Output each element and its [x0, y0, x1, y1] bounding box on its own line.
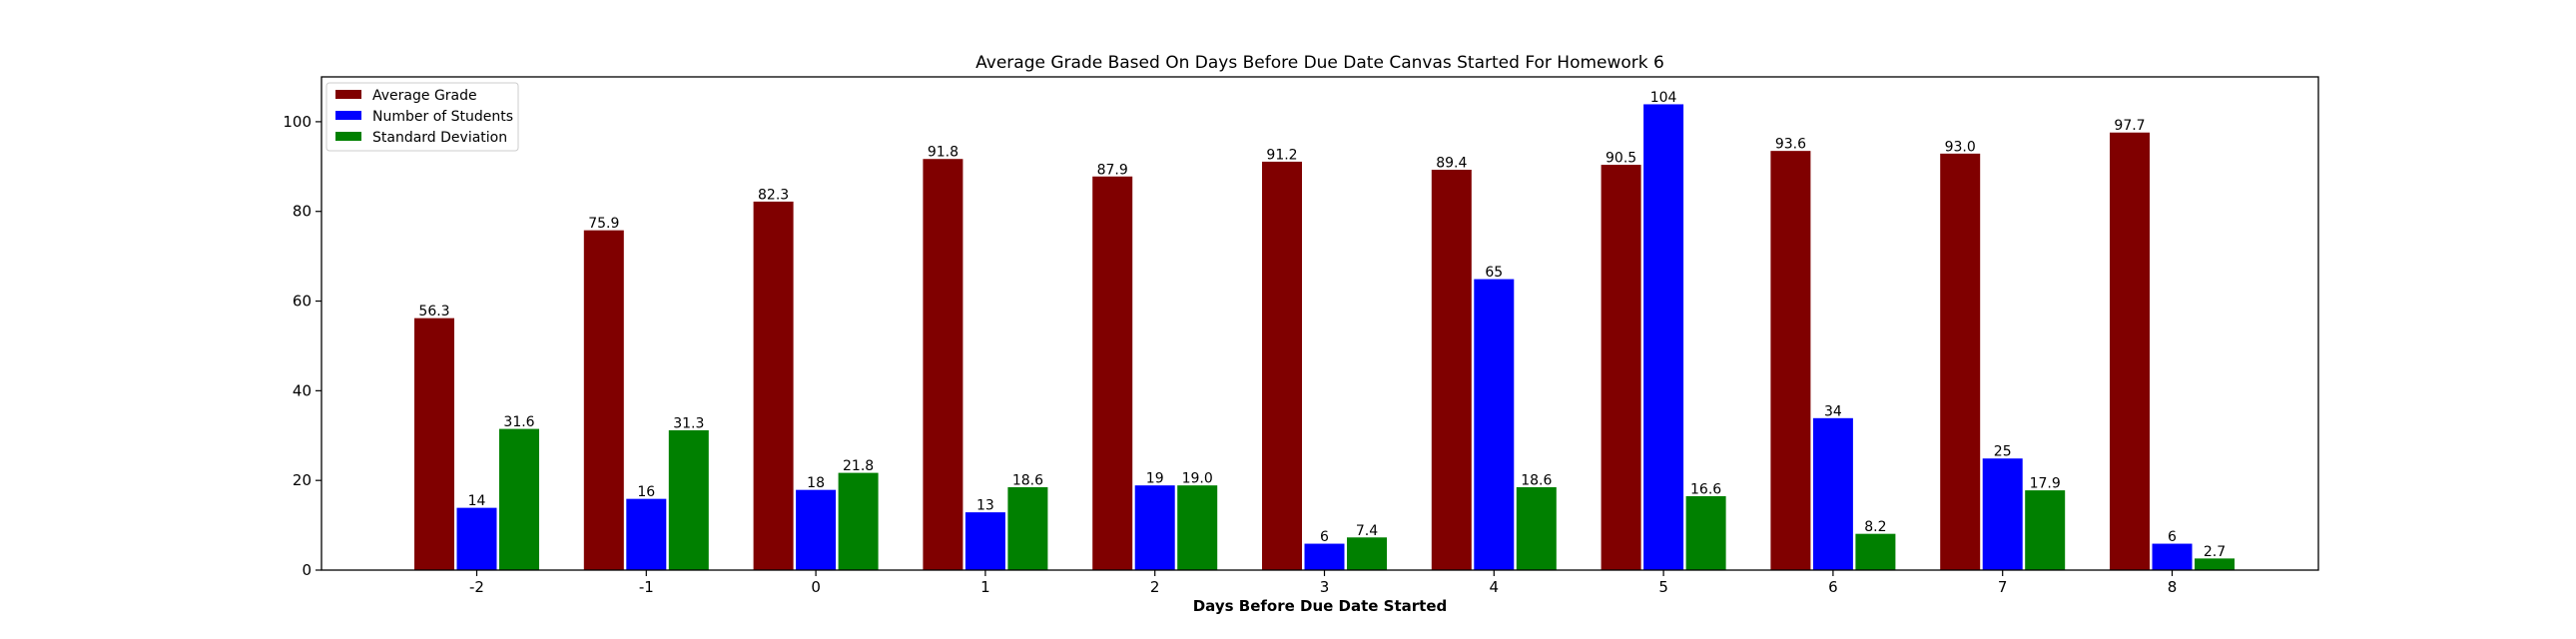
bar-label-number-of-students-6: 34	[1824, 403, 1842, 419]
y-tick-label-80: 80	[293, 203, 312, 221]
x-axis-label: Days Before Due Date Started	[1193, 597, 1448, 615]
bar-standard-deviation-1	[1006, 485, 1049, 571]
bar-label-standard-deviation-0: 21.8	[843, 458, 874, 474]
bar-number-of-students-7	[1981, 457, 2024, 571]
bar-number-of-students-5	[1642, 103, 1685, 571]
y-tick-label-0: 0	[302, 561, 312, 579]
bar-label-standard-deviation-7: 17.9	[2030, 476, 2061, 492]
x-tick-label-7: 7	[1998, 578, 2008, 596]
bar-label-average-grade-3: 91.2	[1266, 147, 1297, 163]
y-tick-label-40: 40	[293, 381, 312, 399]
bar-label-average-grade-7: 93.0	[1945, 139, 1976, 155]
x-tick-label--2: -2	[469, 578, 484, 596]
bar-label-standard-deviation-6: 8.2	[1864, 519, 1886, 535]
plot-frame	[321, 76, 2319, 571]
bar-label-average-grade-4: 89.4	[1436, 156, 1467, 172]
bar-label-average-grade--2: 56.3	[418, 304, 449, 320]
legend: Average Grade Number of Students Standard …	[325, 82, 519, 152]
legend-box	[325, 82, 519, 152]
bar-label-standard-deviation-3: 7.4	[1356, 523, 1378, 539]
bar-average-grade-4	[1430, 169, 1473, 571]
bar-label-number-of-students-5: 104	[1650, 90, 1677, 106]
bar-standard-deviation-0	[837, 471, 880, 571]
x-tick-label-8: 8	[2168, 578, 2178, 596]
bar-label-standard-deviation-1: 18.6	[1012, 472, 1043, 488]
bar-standard-deviation--2	[498, 427, 540, 571]
x-tick-label-5: 5	[1658, 578, 1668, 596]
bar-label-average-grade-0: 82.3	[758, 187, 789, 203]
bar-standard-deviation-4	[1515, 485, 1558, 571]
bar-average-grade-1	[922, 158, 965, 571]
bar-label-number-of-students-4: 65	[1485, 265, 1503, 281]
bar-label-standard-deviation-5: 16.6	[1690, 481, 1721, 497]
bar-label-average-grade-6: 93.6	[1775, 137, 1806, 153]
bar-average-grade-6	[1769, 150, 1812, 571]
bar-label-standard-deviation-8: 2.7	[2204, 544, 2226, 560]
x-tick-label-0: 0	[811, 578, 821, 596]
bar-standard-deviation-5	[1684, 494, 1727, 571]
x-tick-label-2: 2	[1150, 578, 1160, 596]
bar-labels-layer: 56.3 14 31.6 75.9 16 31.3 82.3 18 21.8 91.8 13 18.6…	[418, 90, 2226, 560]
legend-label-number-of-students: Number of Students	[372, 109, 513, 125]
bar-average-grade--2	[413, 317, 455, 571]
bar-number-of-students-1	[964, 511, 1006, 571]
y-tick-label-20: 20	[293, 471, 312, 489]
bar-label-average-grade-8: 97.7	[2114, 118, 2145, 134]
bar-label-number-of-students-8: 6	[2168, 529, 2177, 545]
bar-average-grade-8	[2109, 131, 2151, 571]
bar-standard-deviation-7	[2024, 489, 2067, 571]
bar-label-average-grade-1: 91.8	[928, 145, 959, 161]
bar-label-standard-deviation-2: 19.0	[1182, 471, 1213, 487]
chart-title: Average Grade Based On Days Before Due D…	[975, 53, 1664, 73]
bar-average-grade-3	[1261, 160, 1303, 571]
x-axis: -2 -1 0 1 2 3 4 5 6 7 8	[469, 570, 2177, 596]
bar-standard-deviation-6	[1854, 532, 1897, 571]
bar-number-of-students--2	[455, 506, 498, 571]
y-tick-label-60: 60	[293, 293, 312, 311]
bar-number-of-students-8	[2151, 542, 2194, 571]
bar-number-of-students-3	[1303, 542, 1346, 571]
bar-standard-deviation--1	[667, 428, 710, 571]
bar-label-standard-deviation-4: 18.6	[1521, 472, 1552, 488]
legend-label-average-grade: Average Grade	[372, 88, 477, 104]
bar-average-grade-0	[752, 200, 795, 571]
bar-standard-deviation-2	[1176, 484, 1219, 571]
x-tick-label-4: 4	[1490, 578, 1500, 596]
legend-label-standard-deviation: Standard Deviation	[372, 130, 507, 146]
bar-label-standard-deviation--1: 31.3	[673, 415, 704, 431]
bar-label-standard-deviation--2: 31.6	[503, 414, 534, 430]
bar-label-average-grade--1: 75.9	[588, 216, 619, 232]
bar-label-average-grade-2: 87.9	[1097, 162, 1128, 178]
bar-label-number-of-students--2: 14	[468, 493, 486, 509]
bar-average-grade-5	[1600, 164, 1642, 571]
bar-label-number-of-students-0: 18	[807, 475, 825, 491]
bar-label-number-of-students-2: 19	[1146, 471, 1164, 487]
bar-number-of-students-4	[1473, 278, 1516, 571]
bar-average-grade--1	[582, 229, 625, 571]
x-tick-label--1: -1	[639, 578, 654, 596]
legend-swatch-number-of-students	[335, 111, 361, 120]
y-axis: 0 20 40 60 80 100	[283, 113, 322, 579]
bar-number-of-students--1	[625, 497, 668, 571]
legend-swatch-standard-deviation	[335, 132, 361, 141]
bar-number-of-students-6	[1811, 416, 1854, 571]
bar-average-grade-2	[1091, 175, 1134, 571]
bar-label-average-grade-5: 90.5	[1606, 151, 1636, 167]
bar-label-number-of-students-3: 6	[1320, 529, 1329, 545]
bar-label-number-of-students--1: 16	[637, 484, 655, 500]
bar-label-number-of-students-7: 25	[1994, 444, 2012, 460]
bar-number-of-students-2	[1133, 484, 1176, 571]
x-tick-label-3: 3	[1320, 578, 1330, 596]
x-tick-label-1: 1	[980, 578, 990, 596]
y-tick-label-100: 100	[283, 113, 312, 131]
bar-label-number-of-students-1: 13	[976, 498, 994, 514]
bars-layer	[413, 103, 2236, 571]
bar-average-grade-7	[1939, 152, 1982, 571]
legend-swatch-average-grade	[335, 90, 361, 99]
bar-number-of-students-0	[795, 488, 838, 571]
bar-standard-deviation-3	[1346, 536, 1388, 571]
x-tick-label-6: 6	[1828, 578, 1838, 596]
